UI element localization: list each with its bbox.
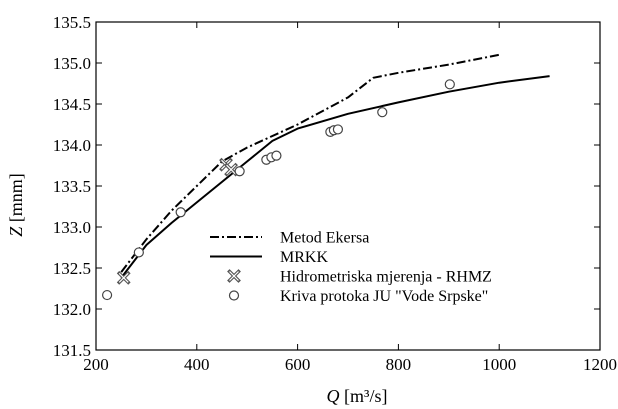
series-layer — [101, 53, 550, 301]
series-line — [120, 75, 550, 279]
x-tick-label: 600 — [285, 355, 311, 374]
legend-label: Metod Ekersa — [280, 230, 369, 247]
data-point — [133, 247, 144, 258]
series-1 — [120, 75, 550, 279]
legend-label: Hidrometriska mjerenja - RHMZ — [280, 269, 492, 286]
series-line — [120, 53, 500, 273]
data-point — [332, 124, 344, 135]
x-tick-label: 800 — [386, 355, 412, 374]
data-point — [116, 270, 131, 285]
y-tick-label: 134.0 — [53, 136, 91, 155]
y-tick-label: 131.5 — [53, 341, 91, 360]
data-point — [234, 166, 245, 177]
y-tick-label: 135.0 — [53, 54, 91, 73]
legend-swatch — [228, 290, 240, 301]
series-0 — [120, 53, 500, 273]
x-tick-label: 400 — [184, 355, 210, 374]
marker-x-inner — [118, 272, 129, 283]
data-point — [175, 207, 186, 218]
x-axis-label: Q [m³/s] — [327, 386, 388, 406]
y-tick-label: 135.5 — [53, 13, 91, 32]
x-tick-label: 1000 — [482, 355, 516, 374]
legend-label: MRKK — [280, 249, 328, 266]
series-3 — [101, 79, 455, 301]
legend-label: Kriva protoka JU "Vode Srpske" — [280, 288, 488, 305]
y-tick-label: 134.5 — [53, 95, 91, 114]
series-2 — [116, 157, 238, 285]
legend: Metod Ekersa MRKK Hidrometriska mjerenja -… — [210, 230, 492, 305]
y-axis-label: Z [mnm] — [6, 173, 26, 237]
y-tick-label: 133.5 — [53, 177, 91, 196]
data-point — [271, 150, 282, 161]
legend-swatch — [227, 269, 241, 283]
x-tick-label: 1200 — [583, 355, 617, 374]
data-point — [224, 162, 238, 177]
data-point — [377, 107, 388, 118]
y-tick-label: 133.0 — [53, 218, 91, 237]
marker-x-inner — [229, 271, 239, 281]
x-axis: 200 400 600 800 1000 1200 — [83, 22, 617, 374]
y-tick-label: 132.5 — [53, 259, 91, 278]
data-point — [444, 79, 455, 90]
y-tick-label: 132.0 — [53, 300, 91, 319]
x-tick-label: 200 — [83, 355, 109, 374]
data-point — [101, 289, 113, 301]
y-axis: 131.5 132.0 132.5 133.0 133.5 134.0 134.5 135.0… — [53, 13, 600, 360]
marker-x-inner — [226, 164, 236, 175]
